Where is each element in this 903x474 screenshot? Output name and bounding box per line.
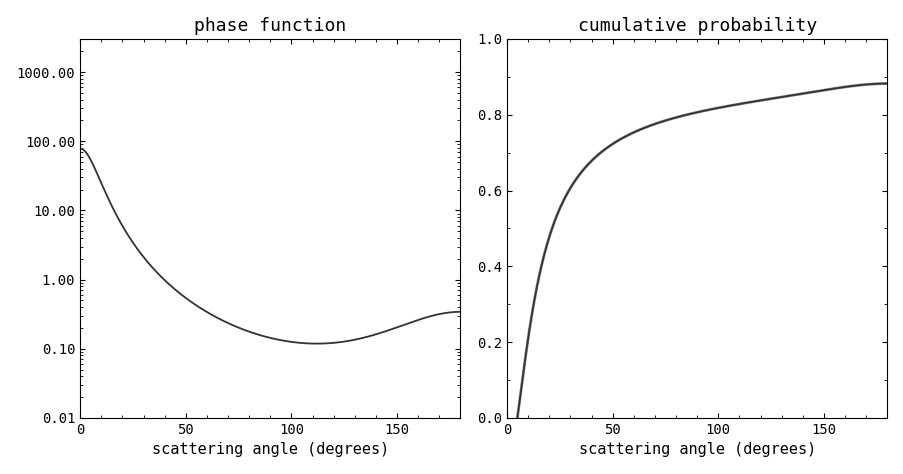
X-axis label: scattering angle (degrees): scattering angle (degrees) (578, 442, 815, 457)
X-axis label: scattering angle (degrees): scattering angle (degrees) (152, 442, 388, 457)
Title: phase function: phase function (194, 17, 346, 35)
Title: cumulative probability: cumulative probability (577, 17, 816, 35)
